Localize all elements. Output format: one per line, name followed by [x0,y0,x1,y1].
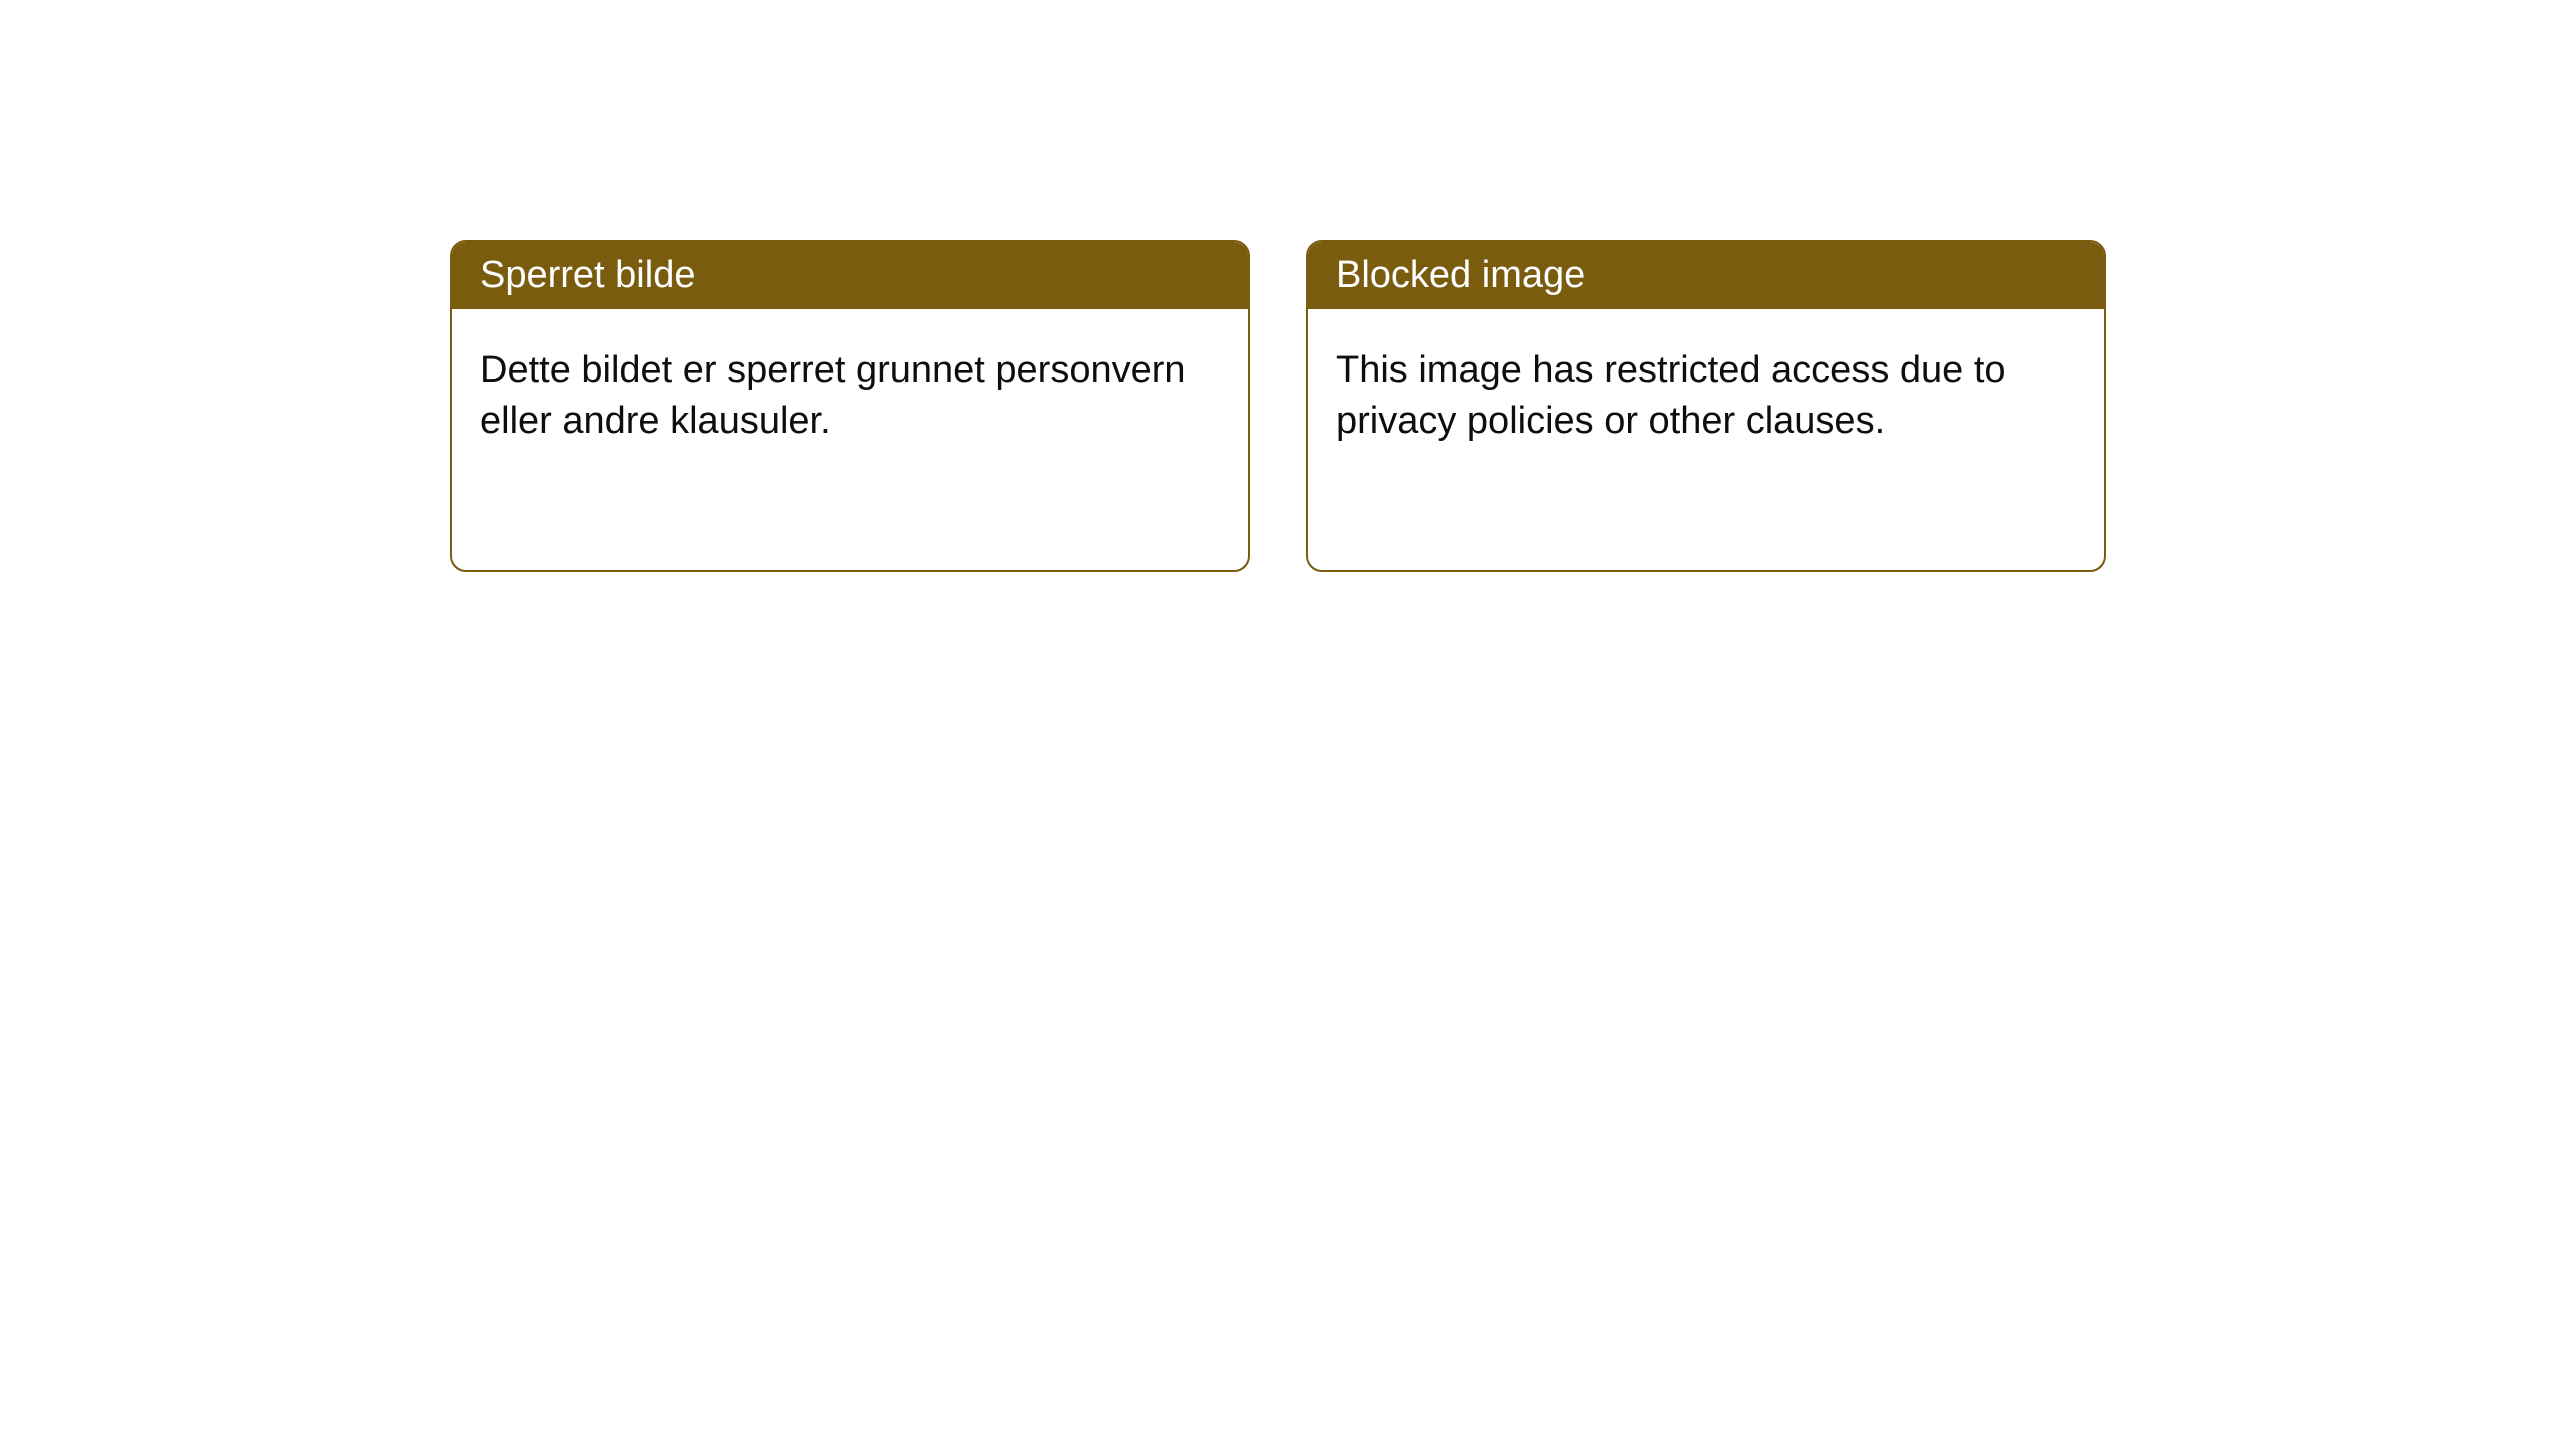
blocked-image-cards: Sperret bilde Dette bildet er sperret gr… [450,240,2106,572]
card-body-no: Dette bildet er sperret grunnet personve… [452,309,1248,484]
blocked-image-card-no: Sperret bilde Dette bildet er sperret gr… [450,240,1250,572]
card-header-no: Sperret bilde [452,242,1248,309]
card-header-en: Blocked image [1308,242,2104,309]
blocked-image-card-en: Blocked image This image has restricted … [1306,240,2106,572]
card-body-en: This image has restricted access due to … [1308,309,2104,484]
